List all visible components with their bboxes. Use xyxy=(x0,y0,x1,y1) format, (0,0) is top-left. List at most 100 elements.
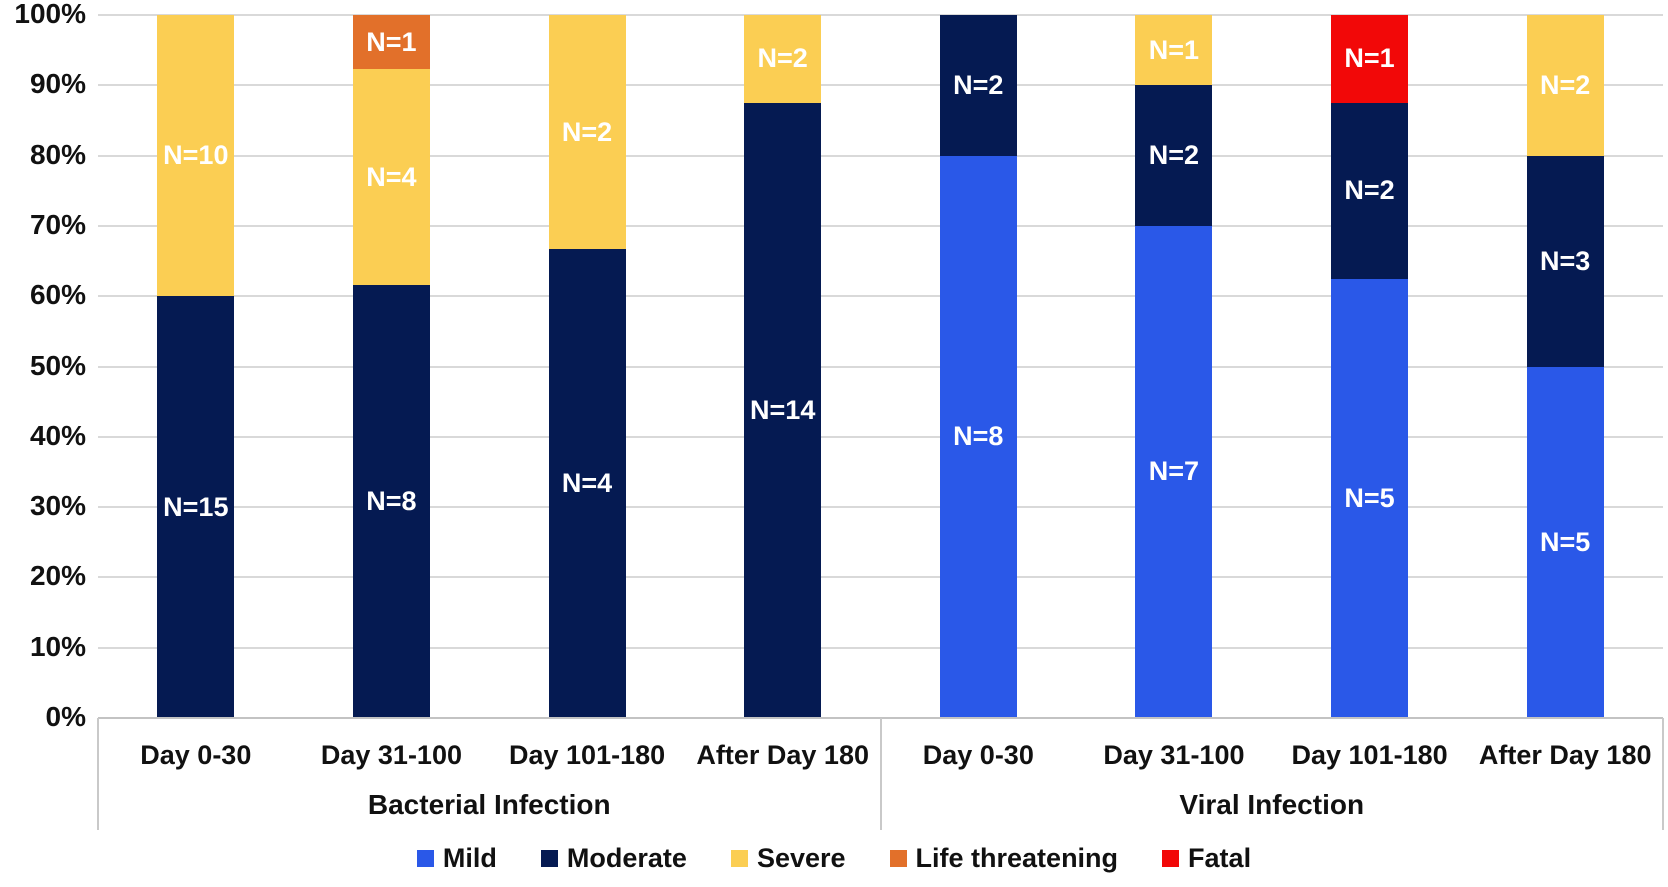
segment-count-label: N=4 xyxy=(561,468,613,499)
legend-item-moderate: Moderate xyxy=(540,843,687,874)
legend-label: Moderate xyxy=(566,843,687,873)
segment-severe: N=2 xyxy=(548,15,626,250)
segment-moderate: N=8 xyxy=(352,285,430,718)
segment-moderate: N=2 xyxy=(1135,85,1213,226)
category-tick-label: Day 0-30 xyxy=(140,740,252,770)
bar-bacterial-day-0-30: N=15 N=10 xyxy=(157,15,235,718)
y-axis-tick-label: 80% xyxy=(29,138,86,170)
segment-moderate: N=4 xyxy=(548,249,626,718)
segment-mild: N=5 xyxy=(1526,366,1604,718)
segment-life-threatening: N=1 xyxy=(352,15,430,70)
y-axis-tick-label: 0% xyxy=(45,701,86,732)
segment-moderate: N=15 xyxy=(157,296,235,718)
y-axis-tick-label: 70% xyxy=(29,208,86,240)
legend-item-mild: Mild xyxy=(416,843,497,874)
y-axis-tick-label: 20% xyxy=(29,560,86,592)
y-axis-tick-label: 10% xyxy=(29,630,86,662)
gridline xyxy=(98,14,1663,16)
gridline xyxy=(98,224,1663,227)
legend-swatch-icon xyxy=(416,850,434,867)
bar-viral-after-day-180: N=5 N=3 N=2 xyxy=(1526,15,1604,718)
segment-count-label: N=2 xyxy=(1344,175,1395,206)
legend-label: Fatal xyxy=(1188,843,1252,873)
gridline xyxy=(98,506,1663,509)
segment-count-label: N=3 xyxy=(1540,245,1591,276)
legend-label: Life threatening xyxy=(915,843,1119,873)
segment-severe: N=4 xyxy=(352,69,430,286)
segment-count-label: N=1 xyxy=(1344,43,1395,74)
category-tick-label: Day 0-30 xyxy=(922,740,1034,770)
plot-area: N=15 N=10 N=8 N=4 N=1 N=4 N=2 N=14 N=2 N=8 N=2 N=7 N… xyxy=(98,14,1663,718)
segment-count-label: N=2 xyxy=(757,43,808,74)
y-axis-tick-label: 60% xyxy=(29,279,86,311)
bar-viral-day-0-30: N=8 N=2 xyxy=(939,15,1017,718)
bar-bacterial-day-101-180: N=4 N=2 xyxy=(548,15,626,718)
category-divider-line xyxy=(97,718,99,830)
bar-bacterial-day-31-100: N=8 N=4 N=1 xyxy=(352,15,430,718)
gridline xyxy=(98,154,1663,157)
gridline xyxy=(98,84,1663,87)
legend-swatch-icon xyxy=(889,850,907,867)
segment-severe: N=2 xyxy=(744,15,822,103)
y-axis-tick-label: 40% xyxy=(29,419,86,451)
segment-mild: N=8 xyxy=(939,155,1017,718)
bar-bacterial-after-day-180: N=14 N=2 xyxy=(744,15,822,718)
segment-fatal: N=1 xyxy=(1331,15,1409,103)
category-divider-line xyxy=(879,718,882,830)
category-tick-label: After Day 180 xyxy=(696,740,869,770)
segment-severe: N=1 xyxy=(1135,15,1213,86)
segment-count-label: N=2 xyxy=(1148,140,1200,171)
legend-item-life-threatening: Life threatening xyxy=(889,843,1119,874)
bar-viral-day-101-180: N=5 N=2 N=1 xyxy=(1331,15,1409,718)
segment-moderate: N=2 xyxy=(1331,102,1409,279)
legend: Mild Moderate Severe Life threatening Fatal xyxy=(0,843,1668,874)
segment-count-label: N=4 xyxy=(366,161,417,192)
segment-count-label: N=8 xyxy=(366,486,417,517)
gridline xyxy=(98,435,1663,438)
segment-count-label: N=15 xyxy=(163,491,229,522)
segment-mild: N=5 xyxy=(1331,278,1409,718)
segment-count-label: N=1 xyxy=(1148,34,1200,65)
segment-count-label: N=5 xyxy=(1540,526,1591,557)
legend-swatch-icon xyxy=(730,850,748,867)
segment-moderate: N=2 xyxy=(939,15,1017,156)
category-tick-label: Day 31-100 xyxy=(1103,740,1245,770)
segment-count-label: N=8 xyxy=(953,421,1004,452)
gridline xyxy=(98,576,1663,579)
category-tick-label: Day 31-100 xyxy=(320,740,462,770)
group-label: Viral Infection xyxy=(1179,789,1365,820)
segment-count-label: N=7 xyxy=(1148,456,1200,487)
category-tick-label: After Day 180 xyxy=(1478,740,1652,770)
y-axis-tick-label: 100% xyxy=(14,0,86,29)
segment-count-label: N=5 xyxy=(1344,482,1395,513)
group-label: Bacterial Infection xyxy=(367,789,611,820)
y-axis-tick-label: 30% xyxy=(29,490,86,522)
segment-count-label: N=2 xyxy=(561,116,613,147)
y-axis-tick-label: 50% xyxy=(29,349,86,381)
segment-count-label: N=10 xyxy=(163,140,229,171)
category-tick-label: Day 101-180 xyxy=(509,740,666,770)
y-axis-tick-label: 90% xyxy=(29,68,86,100)
segment-severe: N=2 xyxy=(1526,15,1604,156)
gridline xyxy=(98,646,1663,649)
segment-count-label: N=1 xyxy=(366,26,417,57)
segment-count-label: N=2 xyxy=(1540,69,1591,100)
legend-item-severe: Severe xyxy=(730,843,846,874)
segment-count-label: N=2 xyxy=(953,69,1004,100)
legend-item-fatal: Fatal xyxy=(1162,843,1251,874)
segment-moderate: N=14 xyxy=(744,102,822,718)
bar-viral-day-31-100: N=7 N=2 N=1 xyxy=(1135,15,1213,718)
legend-swatch-icon xyxy=(540,850,558,867)
segment-moderate: N=3 xyxy=(1526,155,1604,367)
legend-swatch-icon xyxy=(1162,850,1180,867)
segment-severe: N=10 xyxy=(157,15,235,297)
legend-label: Mild xyxy=(442,843,497,873)
gridline xyxy=(98,295,1663,298)
category-tick-label: Day 101-180 xyxy=(1291,740,1448,770)
gridline xyxy=(98,365,1663,368)
legend-label: Severe xyxy=(756,843,846,873)
segment-mild: N=7 xyxy=(1135,225,1213,718)
